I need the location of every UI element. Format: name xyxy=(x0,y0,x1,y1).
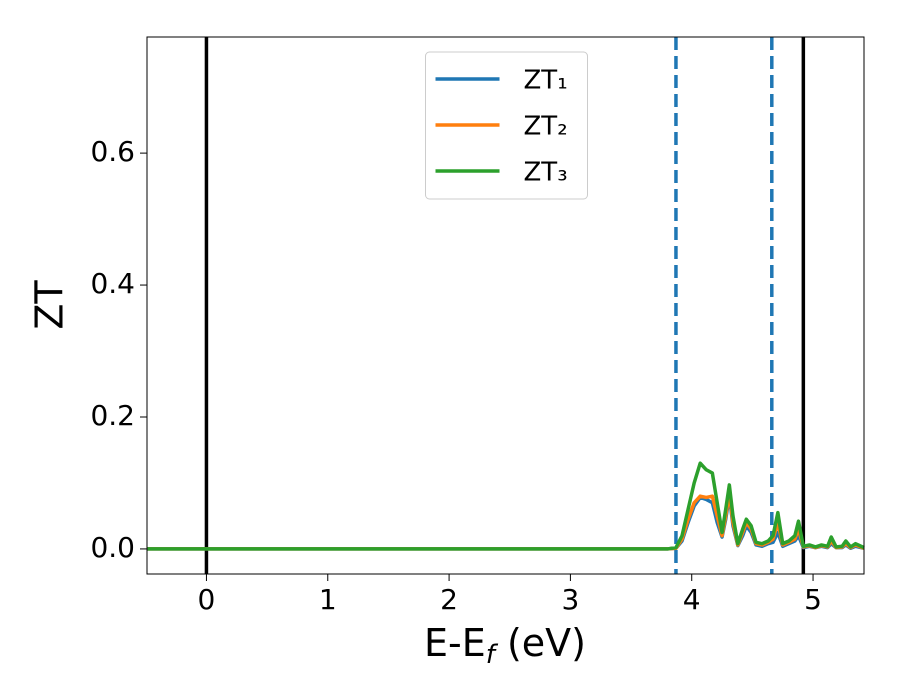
y-axis-label: ZT xyxy=(28,280,72,330)
x-tick-label: 1 xyxy=(319,583,337,616)
series-line xyxy=(147,461,865,551)
x-tick-label: 4 xyxy=(683,583,701,616)
legend-label: ZT₃ xyxy=(524,158,568,188)
y-tick-label: 0.4 xyxy=(90,267,135,300)
y-tick-label: 0.6 xyxy=(90,135,135,168)
y-tick-label: 0.2 xyxy=(90,399,135,432)
y-tick-label: 0.0 xyxy=(90,531,135,564)
x-axis-label-part: (eV) xyxy=(495,621,586,665)
x-tick-label: 5 xyxy=(804,583,822,616)
x-axis-label-part: E-E xyxy=(424,621,486,665)
legend-label: ZT₂ xyxy=(524,112,568,142)
x-tick-label: 3 xyxy=(561,583,579,616)
legend-label: ZT₁ xyxy=(524,66,568,96)
x-tick-label: 0 xyxy=(198,583,216,616)
legend-box xyxy=(425,51,588,200)
plot-frame xyxy=(146,36,865,575)
x-tick-label: 2 xyxy=(440,583,458,616)
x-axis-label: E-Ef (eV) xyxy=(424,621,586,670)
